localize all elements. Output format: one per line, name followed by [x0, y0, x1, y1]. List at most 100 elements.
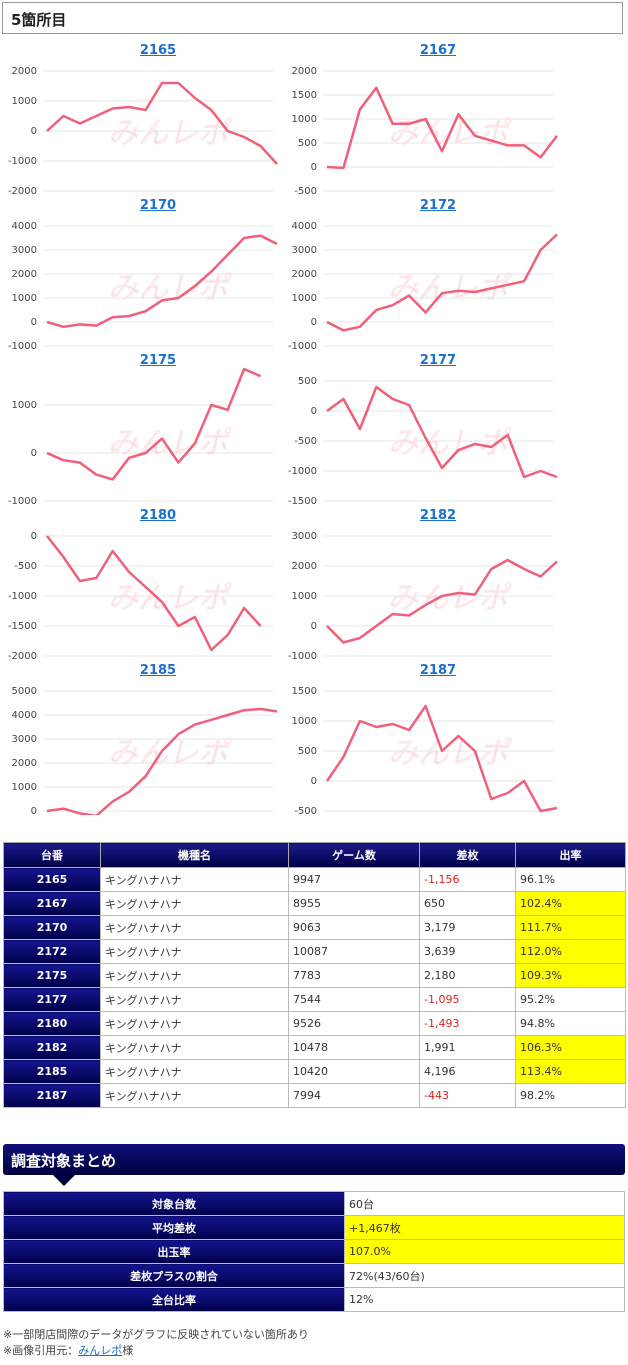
machine-name: キングハナハナ: [100, 915, 289, 940]
machine-number: 2165: [3, 867, 101, 892]
series-line: [326, 233, 558, 332]
tick-label: 1000: [292, 114, 317, 125]
tick-label: -2000: [8, 651, 37, 660]
chart-title[interactable]: 2167: [419, 43, 457, 58]
diff-coins: -1,095: [419, 987, 516, 1012]
chart-title[interactable]: 2187: [419, 663, 457, 678]
column-header: 出率: [515, 842, 626, 868]
chart-2180: 0 -500 -1000 -1500 -2000 みんレポ 2180: [3, 508, 313, 660]
tick-label: 0: [311, 776, 317, 787]
chart-title[interactable]: 2182: [419, 508, 457, 523]
line-chart: 500 0 -500 -1000 -1500 みんレポ: [288, 376, 558, 505]
diff-coins: -1,156: [419, 867, 516, 892]
table-row: 2170 キングハナハナ 9063 3,179 111.7%: [3, 915, 626, 940]
game-count: 10420: [288, 1059, 420, 1084]
series-line: [46, 81, 278, 165]
tick-label: 4000: [12, 710, 37, 721]
summary-value: 107.0%: [344, 1239, 625, 1264]
table-row: 2187 キングハナハナ 7994 -443 98.2%: [3, 1083, 626, 1108]
tick-label: 1000: [292, 591, 317, 602]
tick-label: 500: [298, 376, 317, 387]
chart-title[interactable]: 2180: [139, 508, 177, 523]
tick-label: -1000: [288, 466, 317, 477]
tick-label: 1000: [292, 293, 317, 304]
game-count: 9063: [288, 915, 420, 940]
payout-rate: 109.3%: [515, 963, 626, 988]
tick-label: -1000: [288, 341, 317, 350]
tick-label: 0: [31, 806, 37, 815]
chart-2167: 2000 1500 1000 500 0 -500 みんレポ 2167: [283, 43, 593, 195]
tick-label: -1000: [8, 341, 37, 350]
payout-rate: 112.0%: [515, 939, 626, 964]
table-row: 2180 キングハナハナ 9526 -1,493 94.8%: [3, 1011, 626, 1036]
watermark-logo: みんレポ: [108, 426, 233, 461]
table-row: 2185 キングハナハナ 10420 4,196 113.4%: [3, 1059, 626, 1084]
diff-coins: 2,180: [419, 963, 516, 988]
section-title: 5箇所目: [11, 11, 67, 29]
tick-label: 500: [298, 138, 317, 149]
summary-label: 平均差枚: [3, 1215, 345, 1240]
tick-label: 2000: [12, 269, 37, 280]
series-line: [326, 86, 558, 170]
tick-label: 2000: [292, 561, 317, 572]
watermark-logo: みんレポ: [108, 116, 233, 151]
chart-2187: 1500 1000 500 0 -500 みんレポ 2187: [283, 663, 593, 815]
diff-coins: 650: [419, 891, 516, 916]
series-line: [46, 367, 262, 481]
table-row: 2182 キングハナハナ 10478 1,991 106.3%: [3, 1035, 626, 1060]
game-count: 9947: [288, 867, 420, 892]
tick-label: 0: [311, 406, 317, 417]
source-link[interactable]: みんレポ: [78, 1344, 123, 1357]
tick-label: 0: [31, 448, 37, 459]
machine-name: キングハナハナ: [100, 1059, 289, 1084]
watermark-logo: みんレポ: [108, 581, 233, 616]
note-suffix: 様: [122, 1344, 134, 1357]
machine-number: 2182: [3, 1035, 101, 1060]
series-line: [325, 704, 558, 813]
machine-number: 2187: [3, 1083, 101, 1108]
game-count: 7783: [288, 963, 420, 988]
tick-label: 1500: [292, 686, 317, 697]
series-line: [46, 234, 278, 329]
table-row: 2172 キングハナハナ 10087 3,639 112.0%: [3, 939, 626, 964]
tick-label: 2000: [12, 66, 37, 77]
tick-label: 4000: [292, 221, 317, 232]
summary-header: 調査対象まとめ: [3, 1144, 625, 1175]
table-row: 2165 キングハナハナ 9947 -1,156 96.1%: [3, 867, 626, 892]
chart-title[interactable]: 2172: [419, 198, 457, 213]
summary-value: 72%(43/60台): [344, 1263, 625, 1288]
chart-title[interactable]: 2165: [139, 43, 177, 58]
diff-coins: -1,493: [419, 1011, 516, 1036]
watermark-logo: みんレポ: [388, 426, 513, 461]
tick-label: 0: [31, 126, 37, 137]
diff-coins: 3,179: [419, 915, 516, 940]
watermark-logo: みんレポ: [388, 736, 513, 771]
tick-label: -2000: [8, 186, 37, 195]
note-line-2: ※画像引用元：みんレポ様: [3, 1342, 133, 1358]
chart-title[interactable]: 2175: [139, 353, 177, 368]
payout-rate: 111.7%: [515, 915, 626, 940]
chart-2175: 1000 0 -1000 みんレポ 2175: [3, 353, 313, 505]
summary-body: 対象台数 60台 平均差枚 +1,467枚 出玉率 107.0% 差枚プラスの割合 72%(4…: [3, 1191, 625, 1312]
chart-title[interactable]: 2177: [419, 353, 457, 368]
summary-table: 対象台数 60台 平均差枚 +1,467枚 出玉率 107.0% 差枚プラスの割合 72%(4…: [3, 1191, 625, 1312]
machine-name: キングハナハナ: [100, 1011, 289, 1036]
chart-title[interactable]: 2170: [139, 198, 177, 213]
tick-label: 2000: [12, 758, 37, 769]
game-count: 10478: [288, 1035, 420, 1060]
summary-label: 出玉率: [3, 1239, 345, 1264]
tick-label: 0: [31, 531, 37, 542]
tick-label: 1000: [12, 293, 37, 304]
tick-label: 4000: [12, 221, 37, 232]
machine-number: 2167: [3, 891, 101, 916]
tick-label: 3000: [292, 531, 317, 542]
table-row: 2177 キングハナハナ 7544 -1,095 95.2%: [3, 987, 626, 1012]
game-count: 7544: [288, 987, 420, 1012]
series-line: [46, 707, 278, 815]
diff-coins: -443: [419, 1083, 516, 1108]
line-chart: 0 -500 -1000 -1500 -2000 みんレポ: [8, 531, 273, 660]
chart-title[interactable]: 2185: [139, 663, 177, 678]
